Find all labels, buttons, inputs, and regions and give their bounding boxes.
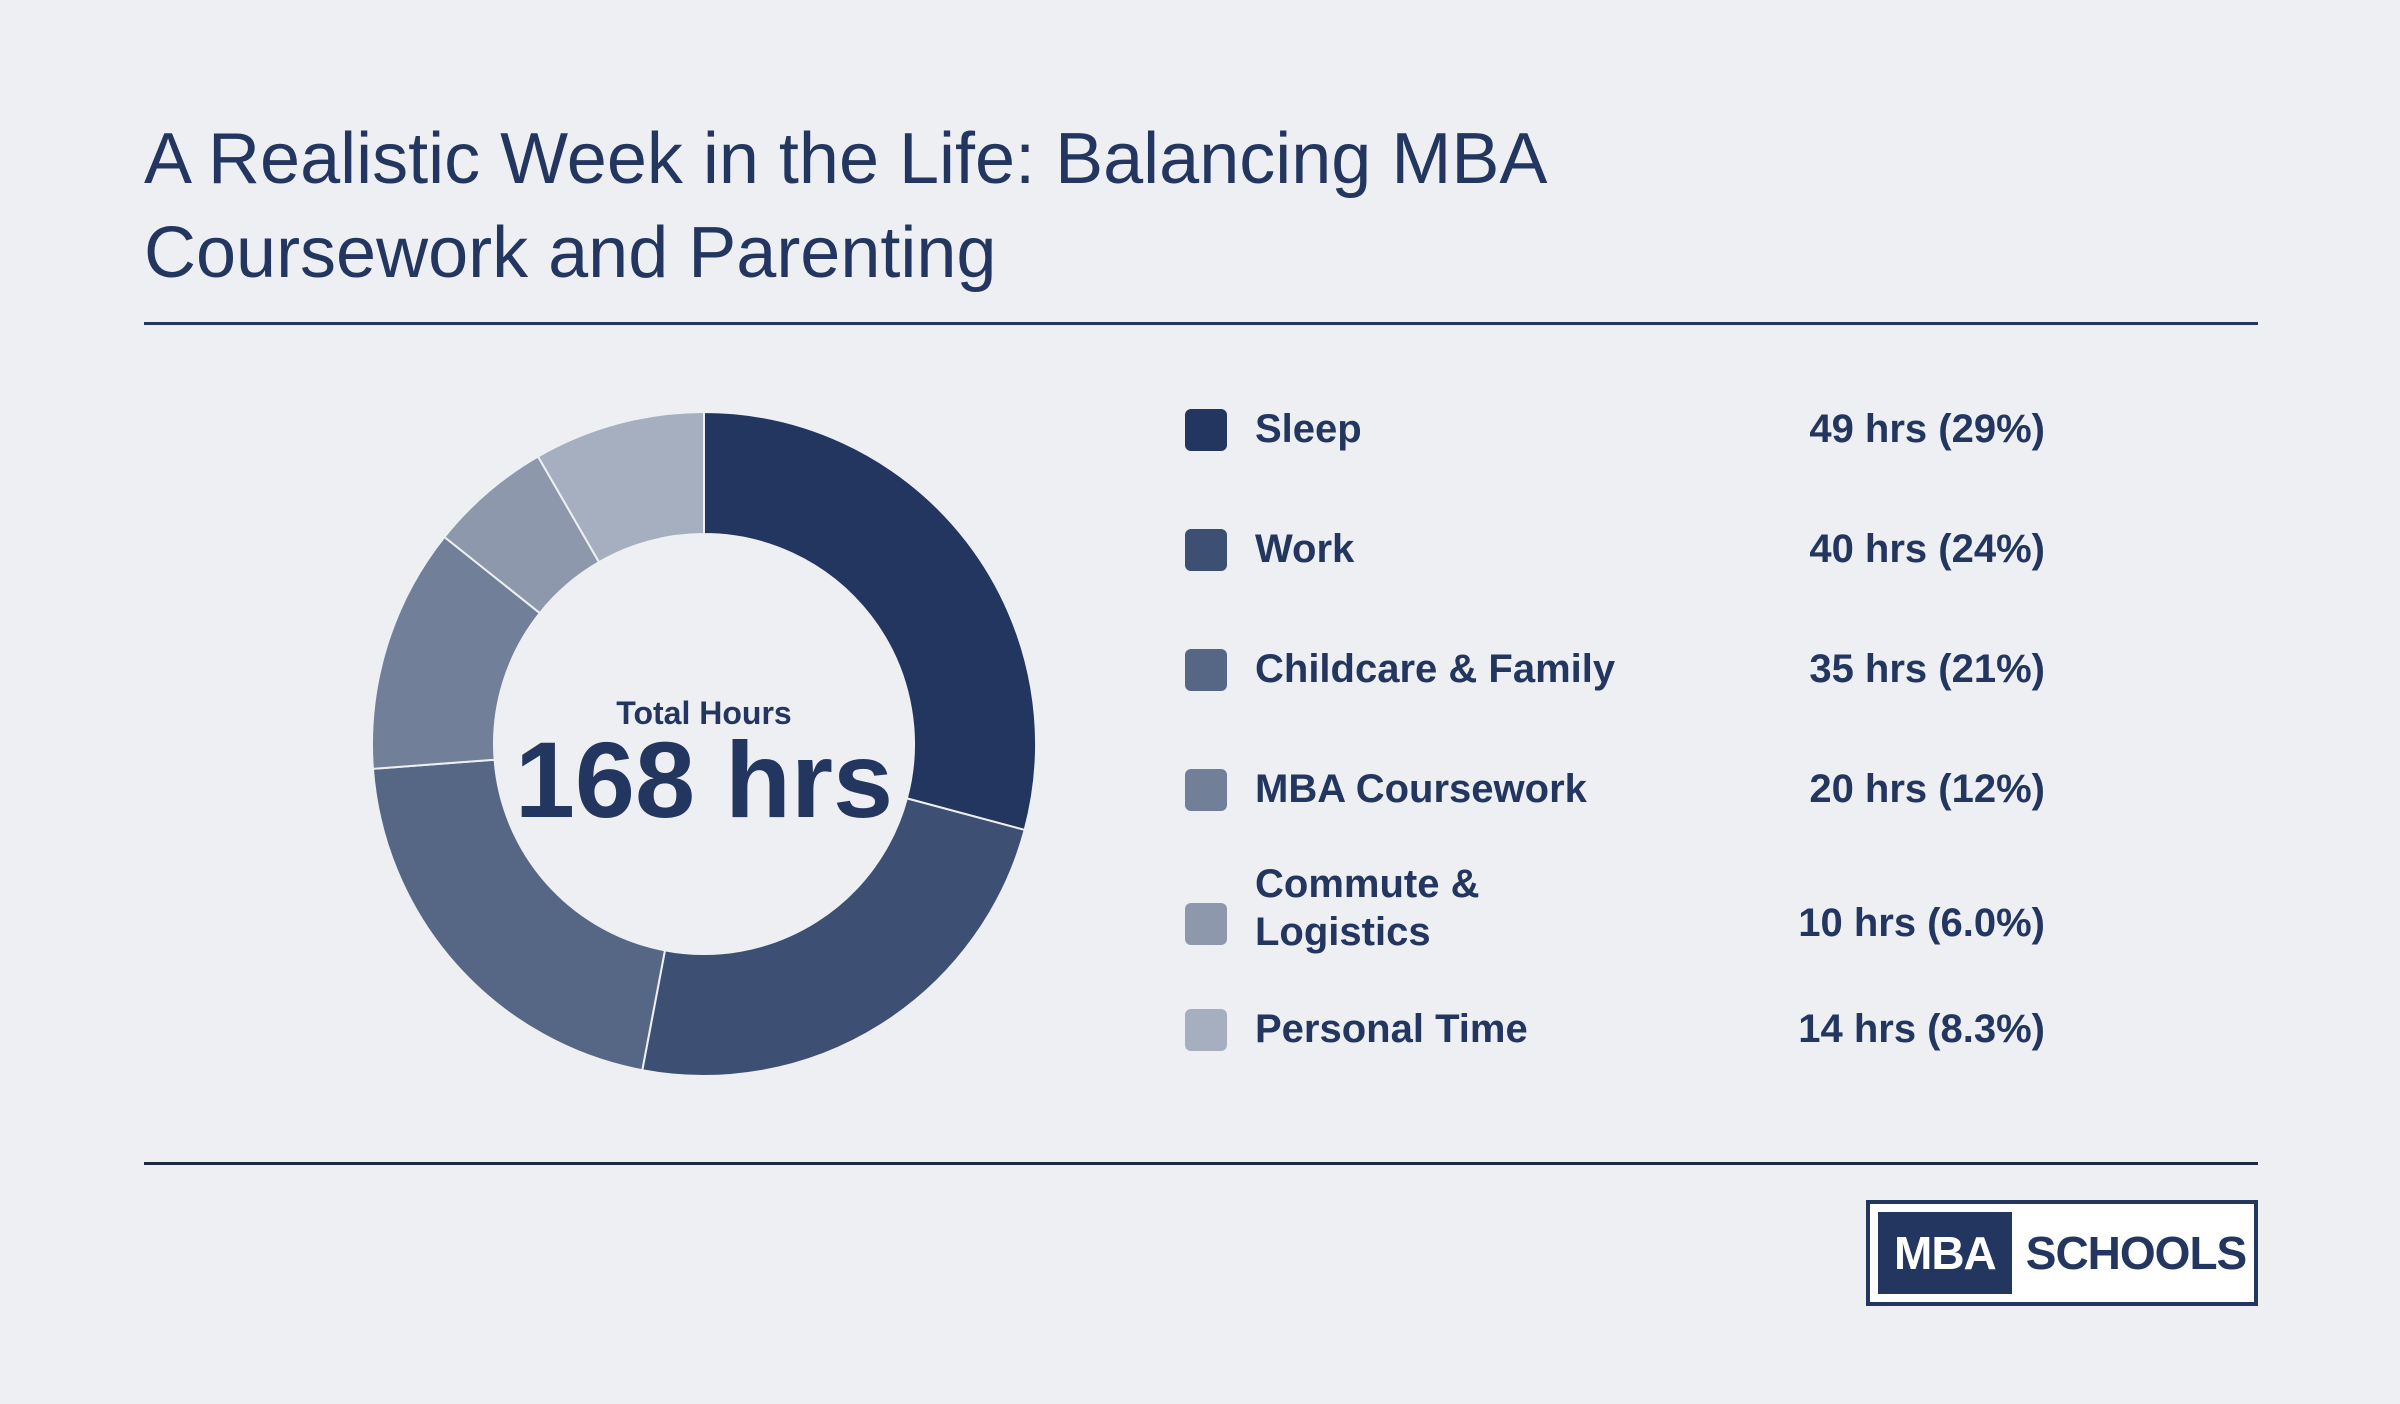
legend-label: Work xyxy=(1255,527,1355,571)
legend-swatch xyxy=(1185,1009,1227,1051)
legend-label: Sleep xyxy=(1255,407,1362,451)
legend-value: 40 hrs (24%) xyxy=(1809,527,2045,571)
total-hours-label: Total Hours xyxy=(616,695,792,731)
legend-swatch xyxy=(1185,769,1227,811)
legend-swatch xyxy=(1185,409,1227,451)
legend-item-personal-time: Personal Time 14 hrs (8.3%) xyxy=(1185,1005,2045,1125)
legend-value: 10 hrs (6.0%) xyxy=(1798,901,2045,945)
logo-schools-text: SCHOOLS xyxy=(2025,1227,2247,1279)
top-divider xyxy=(144,322,2258,325)
legend-item-sleep: Sleep 49 hrs (29%) xyxy=(1185,405,2045,525)
donut-chart xyxy=(371,410,1037,1077)
legend-swatch xyxy=(1185,529,1227,571)
logo-mba-text: MBA xyxy=(1878,1212,2012,1294)
legend-label: Childcare & Family xyxy=(1255,647,1616,691)
legend-label: Commute & xyxy=(1255,862,1480,906)
total-hours-value: 168 hrs xyxy=(514,719,894,840)
donut-slice-sleep xyxy=(703,410,1037,832)
bottom-divider xyxy=(144,1162,2258,1165)
donut-slice-personal-time xyxy=(536,410,705,564)
legend-value: 49 hrs (29%) xyxy=(1809,407,2045,451)
legend-item-commute-logistics: Commute & Logistics 10 hrs (6.0%) xyxy=(1185,860,2045,980)
legend-swatch xyxy=(1185,649,1227,691)
legend-item-mba-coursework: MBA Coursework 20 hrs (12%) xyxy=(1185,765,2045,885)
legend-item-work: Work 40 hrs (24%) xyxy=(1185,525,2045,645)
legend-value: 20 hrs (12%) xyxy=(1809,767,2045,811)
legend-label: MBA Coursework xyxy=(1255,767,1587,811)
mba-schools-logo: MBA SCHOOLS xyxy=(1866,1200,2258,1306)
legend-swatch xyxy=(1185,903,1227,945)
legend-item-childcare-family: Childcare & Family 35 hrs (21%) xyxy=(1185,645,2045,765)
legend-value: 35 hrs (21%) xyxy=(1809,647,2045,691)
chart-title: A Realistic Week in the Life: Balancing … xyxy=(144,119,1544,293)
legend-label: Personal Time xyxy=(1255,1007,1528,1051)
donut-slice-work xyxy=(641,797,1026,1077)
legend-label: Logistics xyxy=(1255,910,1431,954)
legend-value: 14 hrs (8.3%) xyxy=(1798,1007,2045,1051)
donut-slice-childcare-family xyxy=(371,758,667,1072)
